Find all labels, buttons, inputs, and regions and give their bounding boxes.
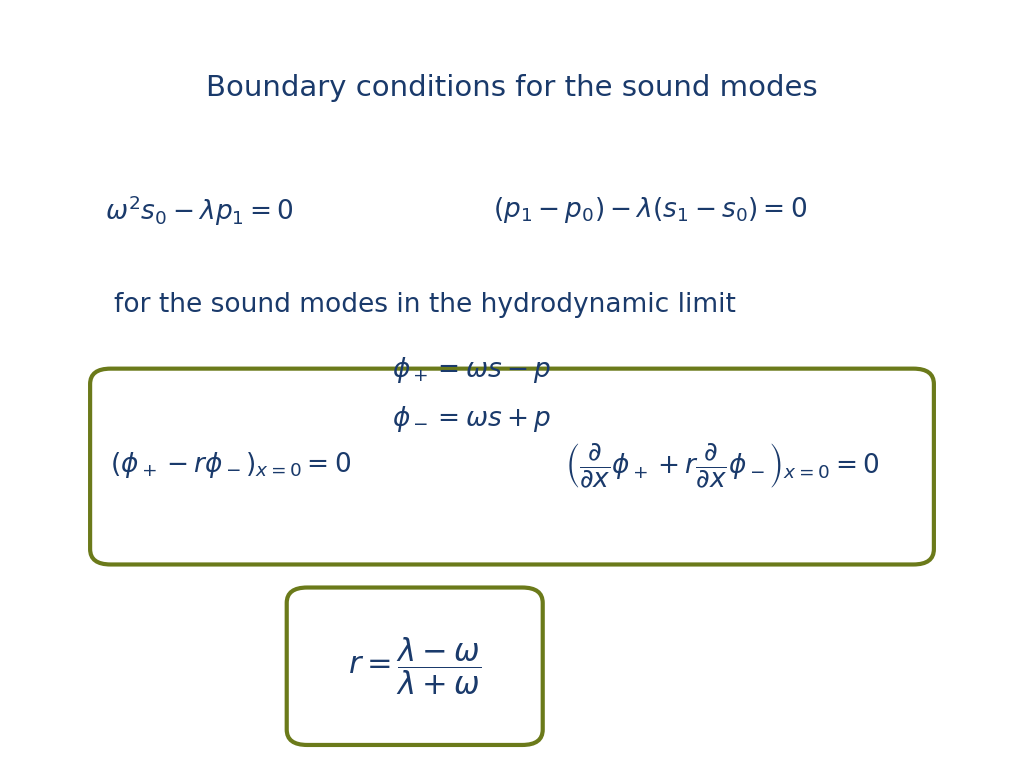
Text: $(\phi_+ - r\phi_-)_{x=0} = 0$: $(\phi_+ - r\phi_-)_{x=0} = 0$: [110, 450, 351, 481]
Text: $(p_1 - p_0) - \lambda(s_1 - s_0) = 0$: $(p_1 - p_0) - \lambda(s_1 - s_0) = 0$: [494, 195, 807, 226]
Text: $\phi_+ = \omega s - p$: $\phi_+ = \omega s - p$: [391, 355, 551, 386]
FancyBboxPatch shape: [90, 369, 934, 564]
Text: $\omega^2 s_0 - \lambda p_1 = 0$: $\omega^2 s_0 - \lambda p_1 = 0$: [105, 194, 294, 227]
Text: $\left(\dfrac{\partial}{\partial x}\phi_+ + r\dfrac{\partial}{\partial x}\phi_-\: $\left(\dfrac{\partial}{\partial x}\phi_…: [565, 441, 879, 490]
Text: $\phi_- = \omega s + p$: $\phi_- = \omega s + p$: [391, 403, 551, 434]
Text: $r = \dfrac{\lambda - \omega}{\lambda + \omega}$: $r = \dfrac{\lambda - \omega}{\lambda + …: [348, 635, 481, 697]
Text: for the sound modes in the hydrodynamic limit: for the sound modes in the hydrodynamic …: [114, 292, 736, 318]
Text: Boundary conditions for the sound modes: Boundary conditions for the sound modes: [206, 74, 818, 102]
FancyBboxPatch shape: [287, 588, 543, 745]
